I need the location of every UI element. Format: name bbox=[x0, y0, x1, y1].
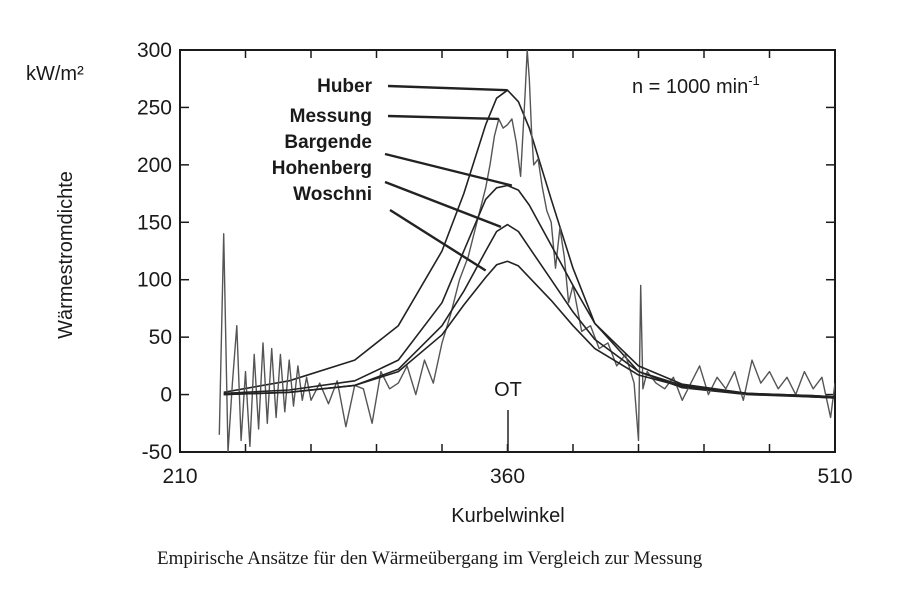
series-lines bbox=[218, 50, 835, 452]
y-axis-label: Wärmestromdichte bbox=[55, 171, 77, 339]
series-line-huber bbox=[223, 89, 835, 399]
legend-label-hohenberg: Hohenberg bbox=[272, 158, 372, 179]
x-tick-label: 360 bbox=[490, 465, 525, 488]
y-tick-label: 250 bbox=[137, 96, 172, 119]
x-axis-label: Kurbelwinkel bbox=[451, 505, 564, 527]
series-line-woschni bbox=[223, 260, 835, 398]
series-line-messung bbox=[218, 50, 835, 452]
figure-caption: Empirische Ansätze für den Wärmeübergang… bbox=[157, 548, 703, 569]
leader-huber bbox=[387, 84, 508, 92]
legend-label-bargende: Bargende bbox=[284, 132, 372, 153]
y-tick-label: 100 bbox=[137, 269, 172, 292]
speed-text: n = 1000 min bbox=[632, 76, 748, 98]
legend-label-woschni: Woschni bbox=[293, 184, 372, 205]
leader-woschni bbox=[389, 208, 487, 272]
legend-label-huber: Huber bbox=[317, 76, 373, 97]
x-tick-label: 210 bbox=[162, 465, 197, 488]
y-tick-label: 0 bbox=[160, 384, 172, 407]
leader-messung bbox=[387, 114, 499, 121]
x-tick-labels: 210 360 510 bbox=[162, 465, 852, 488]
y-unit-label: kW/m² bbox=[26, 63, 84, 85]
y-tick-labels: -50 0 50 100 150 200 250 300 bbox=[137, 39, 172, 464]
legend: Huber Messung Bargende Hohenberg Woschni bbox=[272, 76, 373, 205]
leader-hohenberg bbox=[384, 180, 502, 228]
axis-ticks bbox=[179, 49, 836, 453]
speed-superscript: -1 bbox=[748, 73, 760, 88]
y-tick-label: 200 bbox=[137, 154, 172, 177]
y-tick-label: 300 bbox=[137, 39, 172, 62]
legend-label-messung: Messung bbox=[290, 106, 372, 127]
series-line-hohenberg bbox=[223, 223, 835, 398]
speed-annotation: n = 1000 min-1 bbox=[632, 73, 760, 98]
x-tick-label: 510 bbox=[817, 465, 852, 488]
series-line-bargende bbox=[223, 184, 835, 399]
leader-bargende bbox=[384, 152, 513, 187]
tdc-label: OT bbox=[494, 379, 522, 401]
y-tick-label: -50 bbox=[142, 441, 172, 464]
y-tick-label: 150 bbox=[137, 211, 172, 234]
legend-leaders bbox=[384, 84, 513, 272]
y-tick-label: 50 bbox=[149, 326, 172, 349]
